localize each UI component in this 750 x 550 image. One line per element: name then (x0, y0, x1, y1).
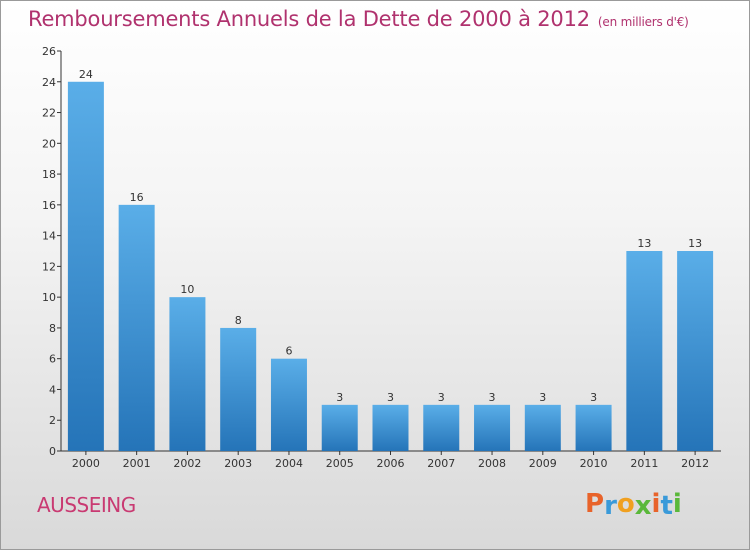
chart-subtitle: (en milliers d'€) (597, 15, 689, 29)
x-tick-label: 2001 (123, 457, 151, 470)
bar-value-label: 3 (539, 391, 546, 404)
x-tick-label: 2011 (630, 457, 658, 470)
bar-2004 (270, 358, 307, 451)
bar-2011 (626, 251, 663, 451)
bar-value-label: 3 (387, 391, 394, 404)
x-tick-label: 2005 (326, 457, 354, 470)
bar-value-label: 10 (180, 283, 194, 296)
x-tick-label: 2000 (72, 457, 100, 470)
y-tick-label: 10 (42, 291, 56, 304)
x-tick-label: 2010 (580, 457, 608, 470)
y-tick-label: 18 (42, 168, 56, 181)
y-tick-label: 2 (49, 414, 56, 427)
bar-2001 (118, 204, 155, 451)
x-tick-label: 2003 (224, 457, 252, 470)
bar-value-label: 8 (235, 314, 242, 327)
chart-title: Remboursements Annuels de la Dette de 20… (28, 7, 689, 31)
bar-value-label: 3 (590, 391, 597, 404)
brand-letter: x (634, 491, 652, 521)
x-tick-label: 2006 (377, 457, 405, 470)
bar-value-label: 24 (79, 68, 93, 81)
brand-letter: o (616, 489, 635, 519)
bar-2003 (220, 327, 257, 451)
bar-value-label: 6 (285, 345, 292, 358)
bar-2006 (372, 404, 409, 451)
bar-2008 (474, 404, 511, 451)
y-tick-label: 12 (42, 260, 56, 273)
x-tick-label: 2009 (529, 457, 557, 470)
bar-value-label: 16 (130, 191, 144, 204)
bar-2012 (677, 251, 714, 451)
chart-bars: 24 16 10 8 6 3 3 3 3 3 3 13 13 (67, 68, 714, 452)
brand-letter: P (585, 489, 605, 519)
bar-value-label: 3 (336, 391, 343, 404)
bar-2007 (423, 404, 460, 451)
y-tick-label: 0 (49, 445, 56, 458)
brand-letter: i (672, 489, 682, 519)
bar-2010 (575, 404, 612, 451)
brand-letter: t (660, 491, 673, 521)
brand-letter: r (604, 491, 617, 521)
y-tick-label: 24 (42, 76, 56, 89)
y-tick-label: 4 (49, 383, 56, 396)
y-tick-label: 16 (42, 199, 56, 212)
bar-value-label: 13 (637, 237, 651, 250)
y-tick-label: 22 (42, 107, 56, 120)
x-tick-label: 2008 (478, 457, 506, 470)
bar-2000 (67, 81, 104, 452)
brand-logo: Proxiti (585, 489, 682, 521)
y-tick-label: 14 (42, 230, 56, 243)
bar-2009 (524, 404, 561, 451)
y-tick-label: 20 (42, 137, 56, 150)
brand-letter: i (651, 489, 661, 519)
x-tick-label: 2002 (173, 457, 201, 470)
x-tick-label: 2012 (681, 457, 709, 470)
y-tick-label: 6 (49, 353, 56, 366)
commune-name: AUSSEING (37, 493, 136, 517)
y-tick-label: 8 (49, 322, 56, 335)
bar-2002 (169, 297, 206, 451)
y-tick-label: 26 (42, 45, 56, 58)
chart-title-text: Remboursements Annuels de la Dette de 20… (28, 7, 590, 31)
x-tick-label: 2004 (275, 457, 303, 470)
bar-value-label: 3 (489, 391, 496, 404)
bar-value-label: 13 (688, 237, 702, 250)
bar-2005 (321, 404, 358, 451)
bar-value-label: 3 (438, 391, 445, 404)
x-tick-label: 2007 (427, 457, 455, 470)
